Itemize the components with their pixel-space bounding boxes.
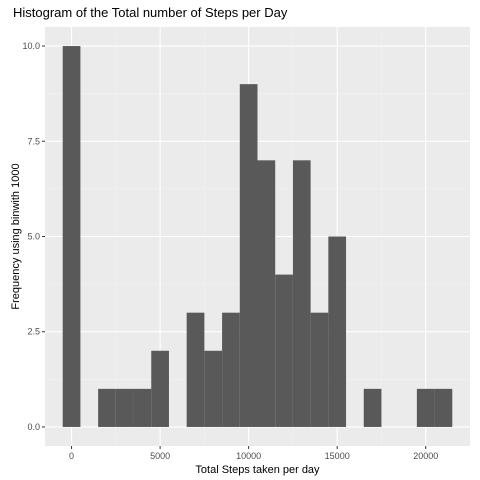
y-tick-label: 5.0 <box>27 232 40 242</box>
histogram-bar <box>328 236 347 427</box>
histogram-bar <box>292 160 311 427</box>
histogram-bar <box>310 312 329 427</box>
histogram-bar <box>98 388 116 427</box>
x-tick-label: 0 <box>69 451 74 461</box>
histogram-bar <box>363 388 382 427</box>
histogram-bar <box>204 350 223 427</box>
y-axis: 0.0 2.5 5.0 7.5 10.0 <box>22 41 45 432</box>
y-tick-label: 2.5 <box>27 327 40 337</box>
histogram-bar <box>434 388 453 427</box>
histogram-bar <box>186 312 205 427</box>
histogram-bar <box>257 160 276 427</box>
histogram-bar <box>133 388 152 427</box>
x-axis-title: Total Steps taken per day <box>195 464 320 476</box>
histogram-bar <box>62 46 81 427</box>
histogram-bar <box>115 388 134 427</box>
y-axis-title: Frequency using binwith 1000 <box>10 163 22 309</box>
histogram-bar <box>275 274 293 427</box>
histogram-bar <box>239 84 258 427</box>
y-tick-label: 10.0 <box>22 41 40 51</box>
x-tick-label: 10000 <box>236 451 261 461</box>
histogram-bar <box>416 388 435 427</box>
bars <box>62 46 453 427</box>
histogram-bar <box>222 312 240 427</box>
x-axis: 0 5000 10000 15000 20000 <box>69 446 438 461</box>
chart-title: Histogram of the Total number of Steps p… <box>13 5 288 20</box>
y-tick-label: 7.5 <box>27 136 40 146</box>
x-tick-label: 20000 <box>413 451 438 461</box>
y-tick-label: 0.0 <box>27 422 40 432</box>
x-tick-label: 15000 <box>325 451 350 461</box>
histogram-bar <box>151 350 169 427</box>
x-tick-label: 5000 <box>150 451 170 461</box>
